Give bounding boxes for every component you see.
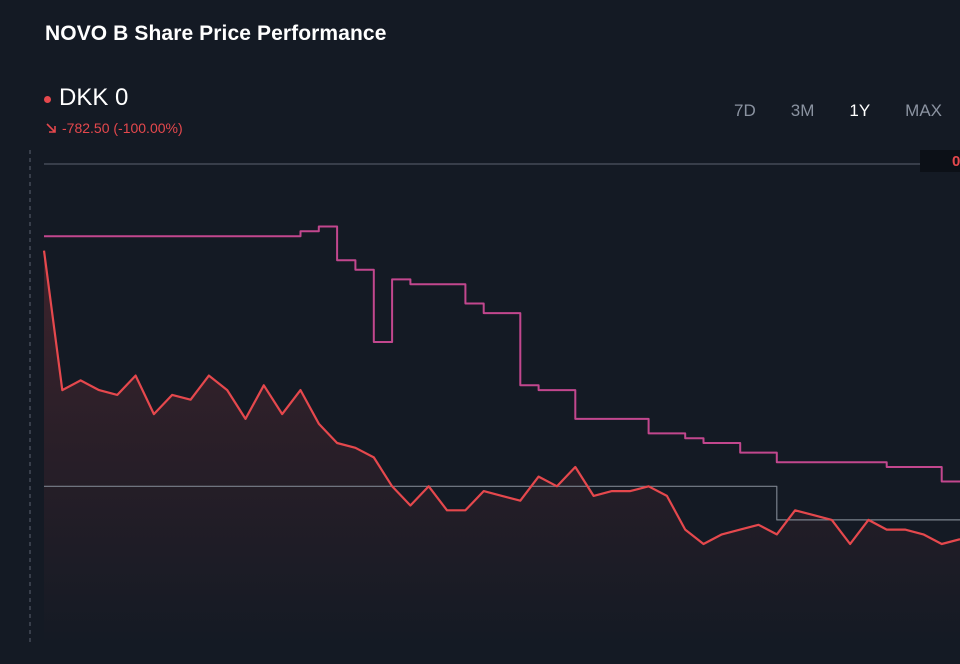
tab-max[interactable]: MAX <box>905 101 942 120</box>
price-area <box>44 250 960 645</box>
price-value: DKK 0 <box>59 84 129 111</box>
price-line <box>42 250 960 546</box>
reference-line <box>44 485 960 521</box>
chart-title: NOVO B Share Price Performance <box>45 22 387 45</box>
y-axis-label: 0 <box>952 153 960 170</box>
tab-3m[interactable]: 3M <box>790 101 815 120</box>
price-dot-icon <box>44 95 51 103</box>
tab-1y[interactable]: 1Y <box>849 101 871 120</box>
benchmark-line <box>44 225 960 483</box>
price-change: -782.50 (-100.00%) <box>45 120 183 136</box>
price-change-value: -782.50 (-100.00%) <box>62 120 183 136</box>
y-axis-label-box <box>920 150 960 172</box>
tab-7d[interactable]: 7D <box>734 101 756 120</box>
arrow-down-right-icon <box>46 123 56 133</box>
range-tabs: 7D 3M 1Y MAX <box>699 99 942 123</box>
current-price: DKK 0 <box>44 84 128 112</box>
